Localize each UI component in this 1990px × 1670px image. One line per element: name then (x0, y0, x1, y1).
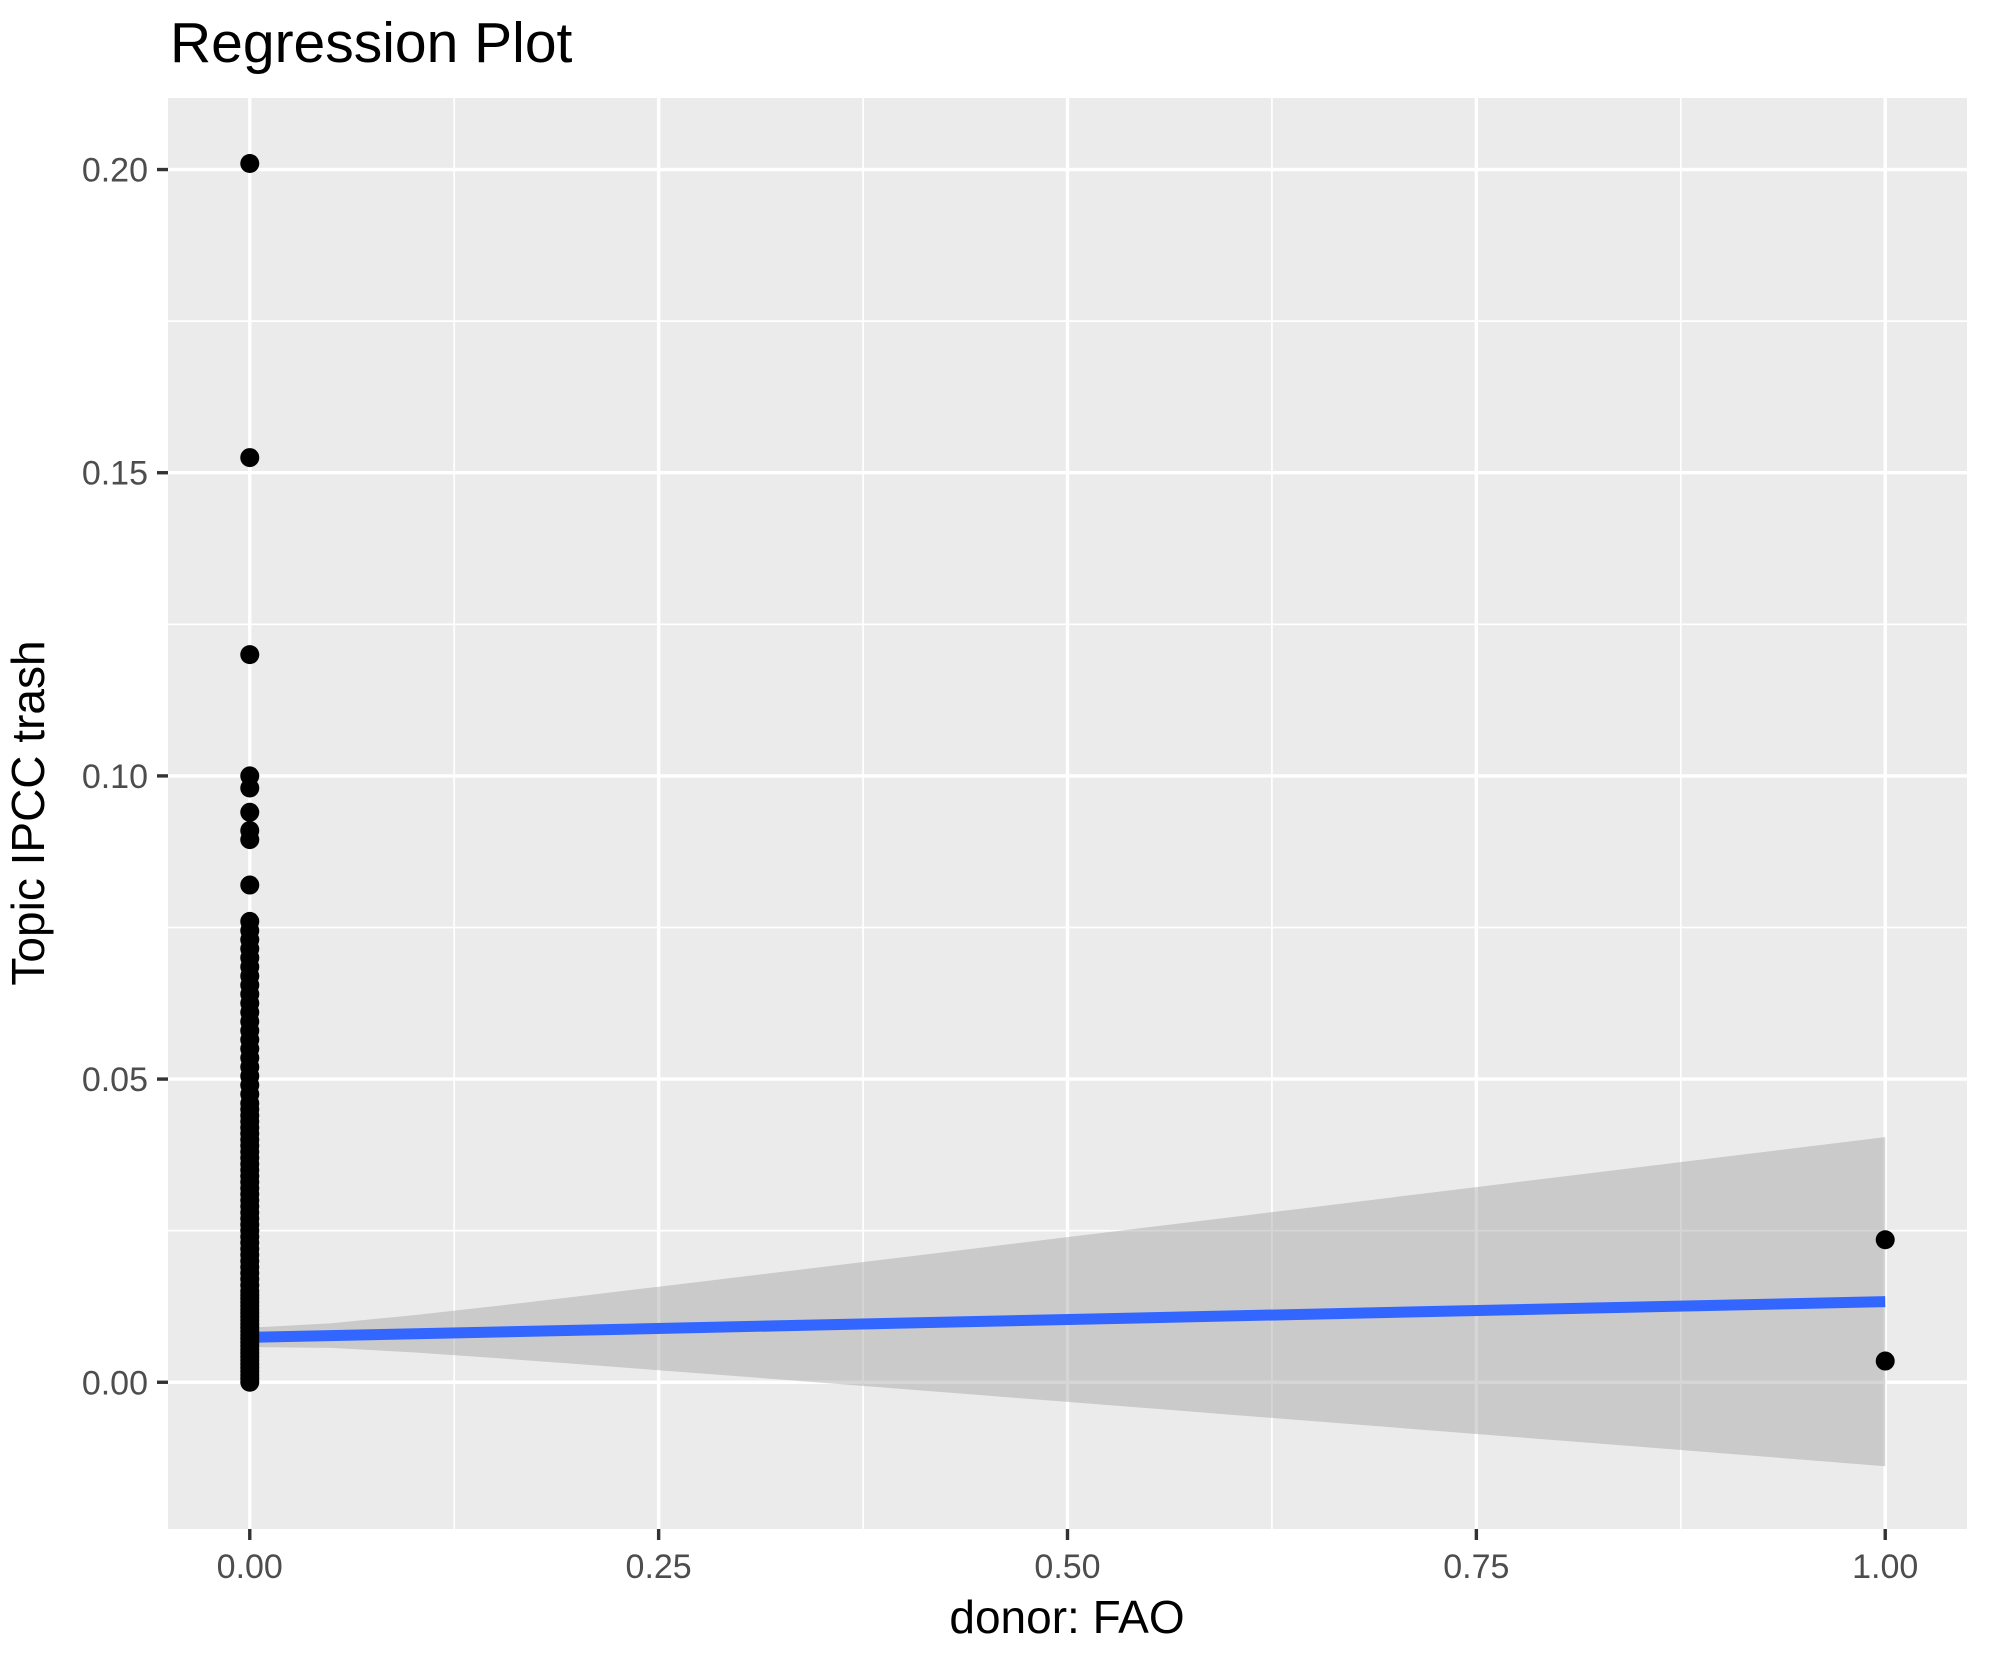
data-point (240, 830, 260, 850)
regression-line-segment (249, 1296, 1886, 1343)
x-tick-label: 0.75 (1443, 1548, 1509, 1586)
y-tick-label: 0.20 (82, 152, 148, 190)
axis-tick-marks (157, 167, 1887, 1540)
data-point (240, 875, 260, 895)
data-point (240, 645, 260, 665)
data-point (240, 802, 260, 822)
x-tick-label: 0.50 (1034, 1548, 1100, 1586)
confidence-band-area (249, 1137, 1886, 1467)
y-tick-label: 0.00 (82, 1364, 148, 1402)
scatter-points (240, 153, 1895, 1392)
regression-line (249, 1296, 1886, 1343)
major-gridlines (168, 98, 1967, 1529)
data-point (1875, 1351, 1895, 1371)
data-point (1875, 1230, 1895, 1250)
x-axis-title: donor: FAO (949, 1591, 1184, 1643)
data-point (240, 778, 260, 798)
data-point (240, 1372, 260, 1392)
y-axis-tick-labels: 0.00 0.05 0.10 0.15 0.20 (82, 152, 148, 1403)
y-tick-label: 0.10 (82, 758, 148, 796)
x-tick-label: 0.00 (217, 1548, 283, 1586)
plot-title: Regression Plot (170, 11, 573, 75)
y-tick-label: 0.05 (82, 1061, 148, 1099)
x-tick-label: 0.25 (626, 1548, 692, 1586)
x-axis-tick-labels: 0.00 0.25 0.50 0.75 1.00 (217, 1548, 1919, 1586)
data-point (240, 448, 260, 468)
y-tick-label: 0.15 (82, 455, 148, 493)
data-point (240, 153, 260, 173)
y-axis-title: Topic IPCC trash (2, 640, 54, 985)
x-tick-label: 1.00 (1852, 1548, 1918, 1586)
confidence-band (249, 1137, 1886, 1467)
